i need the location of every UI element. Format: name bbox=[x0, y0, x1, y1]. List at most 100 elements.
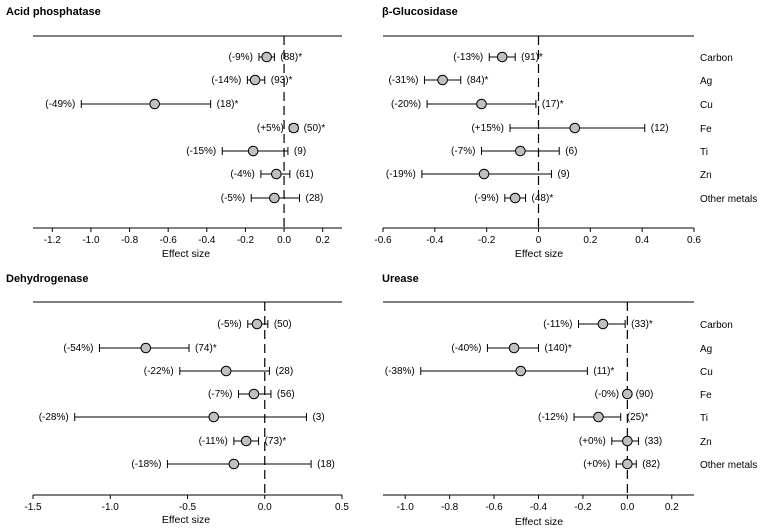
x-tick-label: -0.4 bbox=[530, 502, 548, 513]
x-axis-label: Effect size bbox=[515, 516, 563, 528]
percent-change-label: (-19%) bbox=[386, 169, 416, 180]
effect-size-point bbox=[261, 51, 272, 63]
effect-size-point bbox=[269, 192, 280, 204]
effect-size-point bbox=[622, 388, 633, 400]
x-tick-label: -0.2 bbox=[478, 235, 496, 246]
sample-size-label: (12) bbox=[651, 123, 669, 134]
percent-change-label: (-15%) bbox=[186, 146, 216, 157]
sample-size-label: (9) bbox=[557, 169, 569, 180]
panel-title: Acid phosphatase bbox=[6, 6, 101, 18]
x-tick-label: -0.6 bbox=[485, 502, 503, 513]
percent-change-label: (-18%) bbox=[131, 459, 161, 470]
category-label: Other metals bbox=[700, 460, 757, 471]
x-tick-label: 0 bbox=[536, 235, 542, 246]
x-tick-label: 0.0 bbox=[258, 502, 272, 513]
effect-size-point bbox=[597, 318, 609, 330]
effect-size-point bbox=[220, 365, 232, 377]
effect-size-point bbox=[622, 435, 633, 447]
panel-urease: Urease Effect size -1.0 -0.8 -0.6 -0.4 -0.2 0… bbox=[382, 273, 757, 528]
panel-title: Urease bbox=[382, 273, 419, 285]
sample-size-label: (3) bbox=[312, 412, 324, 423]
effect-size-point bbox=[288, 122, 300, 134]
percent-change-label: (+5%) bbox=[257, 123, 284, 134]
panel-title: Dehydrogenase bbox=[6, 273, 89, 285]
effect-size-point bbox=[622, 458, 633, 470]
x-tick-label: -0.4 bbox=[426, 235, 444, 246]
sample-size-label: (48)* bbox=[532, 193, 554, 204]
percent-change-label: (-7%) bbox=[208, 389, 232, 400]
sample-size-label: (50) bbox=[274, 319, 292, 330]
effect-size-point bbox=[248, 388, 260, 400]
x-tick-label: 0.6 bbox=[687, 235, 701, 246]
panel-dehydrogenase: Dehydrogenase Effect size -1.5 -1.0 -0.5 0.… bbox=[6, 273, 349, 526]
x-tick-label: 0.2 bbox=[316, 235, 330, 246]
sample-size-label: (93)* bbox=[271, 75, 293, 86]
percent-change-label: (+0%) bbox=[583, 459, 610, 470]
effect-size-point bbox=[569, 122, 581, 134]
effect-size-point bbox=[149, 98, 160, 110]
percent-change-label: (-9%) bbox=[229, 52, 253, 63]
sample-size-label: (11)* bbox=[593, 366, 614, 377]
effect-size-point bbox=[478, 168, 490, 180]
percent-change-label: (-11%) bbox=[199, 436, 228, 447]
effect-size-point bbox=[515, 145, 526, 157]
x-tick-label: 0.2 bbox=[583, 235, 597, 246]
sample-size-label: (140)* bbox=[545, 343, 572, 354]
effect-size-point bbox=[249, 74, 261, 86]
effect-size-point bbox=[496, 51, 508, 63]
effect-size-point bbox=[508, 342, 520, 354]
sample-size-label: (18) bbox=[317, 459, 335, 470]
sample-size-label: (91)* bbox=[521, 52, 543, 63]
category-label: Zn bbox=[700, 437, 712, 448]
effect-size-point bbox=[515, 365, 527, 377]
percent-change-label: (-20%) bbox=[391, 99, 421, 110]
percent-change-label: (-31%) bbox=[388, 75, 418, 86]
x-tick-label: 0.5 bbox=[335, 502, 349, 513]
x-tick-label: -0.8 bbox=[441, 502, 459, 513]
category-label: Fe bbox=[700, 390, 712, 401]
sample-size-label: (84)* bbox=[467, 75, 489, 86]
effect-size-point bbox=[251, 318, 263, 330]
percent-change-label: (-28%) bbox=[39, 412, 69, 423]
percent-change-label: (-13%) bbox=[453, 52, 483, 63]
percent-change-label: (-0%) bbox=[595, 389, 619, 400]
sample-size-label: (73)* bbox=[265, 436, 287, 447]
sample-size-label: (74)* bbox=[195, 343, 217, 354]
category-label: Cu bbox=[700, 100, 713, 111]
percent-change-label: (-38%) bbox=[385, 366, 415, 377]
sample-size-label: (33) bbox=[644, 436, 662, 447]
percent-change-label: (-14%) bbox=[211, 75, 241, 86]
x-tick-label: -0.5 bbox=[179, 502, 197, 513]
sample-size-label: (18)* bbox=[217, 99, 239, 110]
x-tick-label: -0.2 bbox=[237, 235, 255, 246]
percent-change-label: (-4%) bbox=[230, 169, 254, 180]
percent-change-label: (-7%) bbox=[451, 146, 475, 157]
effect-size-point bbox=[437, 74, 448, 86]
sample-size-label: (9) bbox=[294, 146, 306, 157]
category-label: Fe bbox=[700, 124, 712, 135]
effect-size-point bbox=[476, 98, 487, 110]
percent-change-label: (-9%) bbox=[474, 193, 498, 204]
x-tick-label: -0.6 bbox=[160, 235, 178, 246]
effect-size-point bbox=[140, 342, 152, 354]
x-tick-label: -1.2 bbox=[44, 235, 62, 246]
x-tick-label: -1.5 bbox=[24, 502, 42, 513]
x-axis-label: Effect size bbox=[162, 248, 210, 260]
category-label: Ti bbox=[700, 413, 708, 424]
x-axis-label: Effect size bbox=[162, 514, 210, 526]
x-axis-label: Effect size bbox=[515, 248, 563, 260]
panel-beta-glucosidase: β-Glucosidase Effect size -0.6 -0.4 -0.2 0 0… bbox=[374, 6, 757, 260]
x-tick-label: 0.0 bbox=[620, 502, 634, 513]
sample-size-label: (25)* bbox=[627, 412, 649, 423]
x-tick-label: 0.2 bbox=[665, 502, 679, 513]
category-label: Zn bbox=[700, 170, 712, 181]
x-tick-label: -0.4 bbox=[198, 235, 216, 246]
effect-size-point bbox=[593, 411, 604, 423]
category-label: Cu bbox=[700, 367, 713, 378]
sample-size-label: (28) bbox=[275, 366, 293, 377]
percent-change-label: (-40%) bbox=[451, 343, 481, 354]
x-tick-label: -0.6 bbox=[374, 235, 392, 246]
category-label: Carbon bbox=[700, 320, 733, 331]
category-label: Other metals bbox=[700, 194, 757, 205]
